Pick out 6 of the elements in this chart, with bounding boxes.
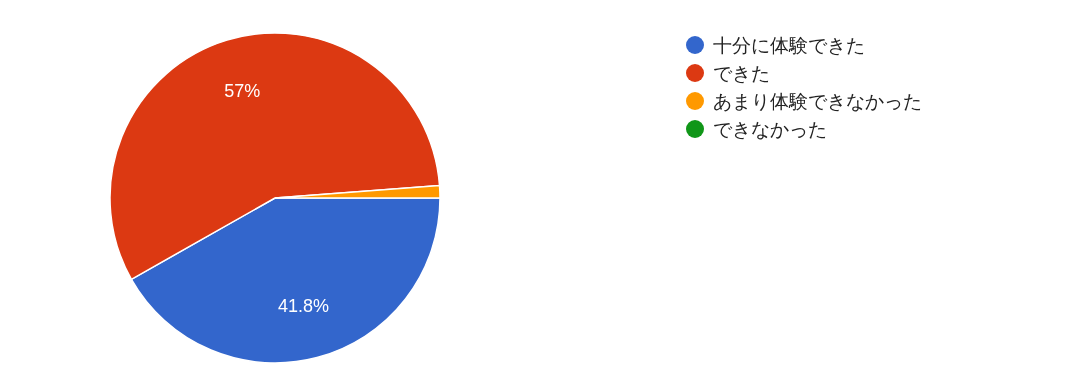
legend-label: できなかった — [713, 119, 827, 140]
legend-label: あまり体験できなかった — [713, 91, 922, 112]
data-label: 57% — [224, 80, 261, 101]
legend-label: 十分に体験できた — [713, 35, 865, 56]
legend-label: できた — [713, 63, 770, 84]
data-label: 41.8% — [278, 296, 330, 317]
